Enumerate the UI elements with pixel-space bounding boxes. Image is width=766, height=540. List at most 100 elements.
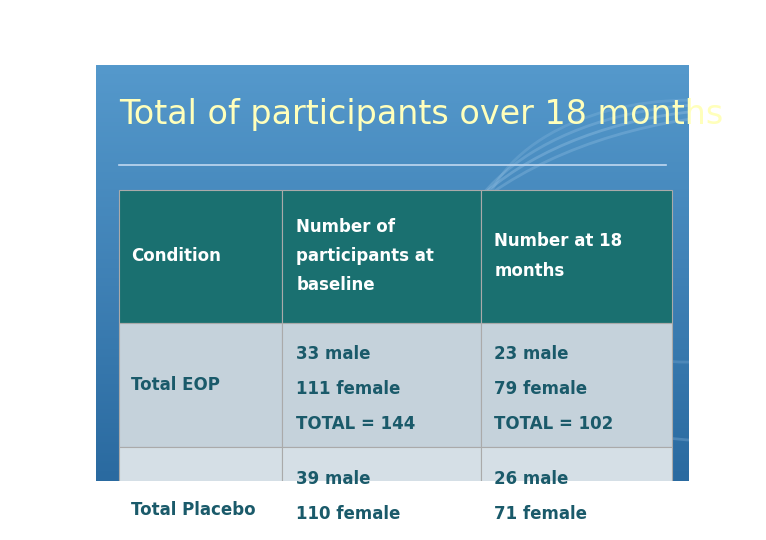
Bar [96,152,689,154]
Bar [96,393,689,395]
Text: Number of
participants at
baseline: Number of participants at baseline [296,218,434,294]
Bar [96,404,689,406]
Bar [96,119,689,121]
Bar [96,470,689,472]
Bar [96,454,689,456]
Bar [96,447,689,449]
Bar [96,75,689,77]
Bar [96,250,689,252]
Bar [96,87,689,90]
Bar [96,92,689,94]
Bar [96,238,689,239]
Bar [96,200,689,202]
Bar [96,183,689,185]
Bar [96,298,689,300]
Bar [96,185,689,187]
Bar [96,389,689,391]
Bar [96,433,689,435]
Bar [96,424,689,427]
Bar [96,281,689,283]
Bar [96,154,689,156]
FancyBboxPatch shape [283,322,481,447]
Bar [96,312,689,314]
Bar [96,196,689,198]
Text: 39 male: 39 male [296,470,371,488]
Bar [96,168,689,171]
Bar [96,181,689,183]
Bar [96,204,689,206]
Bar [96,458,689,460]
Bar [96,231,689,233]
Bar [96,266,689,268]
Bar [96,364,689,366]
Bar [96,402,689,404]
Bar [96,214,689,217]
Bar [96,239,689,241]
Text: Total Placebo: Total Placebo [131,501,256,519]
Bar [96,292,689,294]
Bar [96,348,689,349]
Bar [96,194,689,196]
Bar [96,206,689,208]
Bar [96,158,689,160]
Bar [96,229,689,231]
Bar [96,370,689,373]
FancyBboxPatch shape [119,322,283,447]
Bar [96,474,689,476]
Bar [96,140,689,141]
Bar [96,212,689,214]
Bar [96,268,689,271]
Bar [96,356,689,358]
Bar [96,362,689,364]
Bar [96,256,689,258]
Text: 23 male: 23 male [494,345,569,363]
Bar [96,106,689,109]
Bar [96,456,689,458]
Bar [96,246,689,248]
Bar [96,109,689,111]
Bar [96,460,689,462]
Bar [96,472,689,474]
Bar [96,217,689,219]
Bar [96,167,689,168]
Bar [96,478,689,481]
Bar [96,104,689,106]
Bar [96,156,689,158]
Bar [96,73,689,75]
Bar [96,437,689,439]
Bar [96,341,689,343]
Bar [96,171,689,173]
Bar [96,360,689,362]
FancyBboxPatch shape [283,190,481,322]
Bar [96,300,689,302]
Bar [96,160,689,163]
Bar [96,123,689,125]
Bar [96,90,689,92]
Bar [96,163,689,165]
Text: 111 female: 111 female [296,380,401,398]
Bar [96,322,689,325]
Bar [96,150,689,152]
Bar [96,414,689,416]
Bar [96,227,689,229]
Bar [96,102,689,104]
Bar [96,113,689,114]
Bar [96,337,689,339]
FancyBboxPatch shape [481,447,672,540]
Text: 71 female: 71 female [494,505,588,523]
Bar [96,443,689,446]
Text: Condition: Condition [131,247,221,265]
Bar [96,262,689,265]
Bar [96,138,689,140]
Bar [96,377,689,379]
FancyBboxPatch shape [283,447,481,540]
Bar [96,190,689,192]
Bar [96,329,689,331]
Text: 26 male: 26 male [494,470,569,488]
Bar [96,295,689,298]
Bar [96,100,689,102]
Bar [96,94,689,96]
Bar [96,373,689,375]
Bar [96,449,689,451]
Bar [96,219,689,221]
